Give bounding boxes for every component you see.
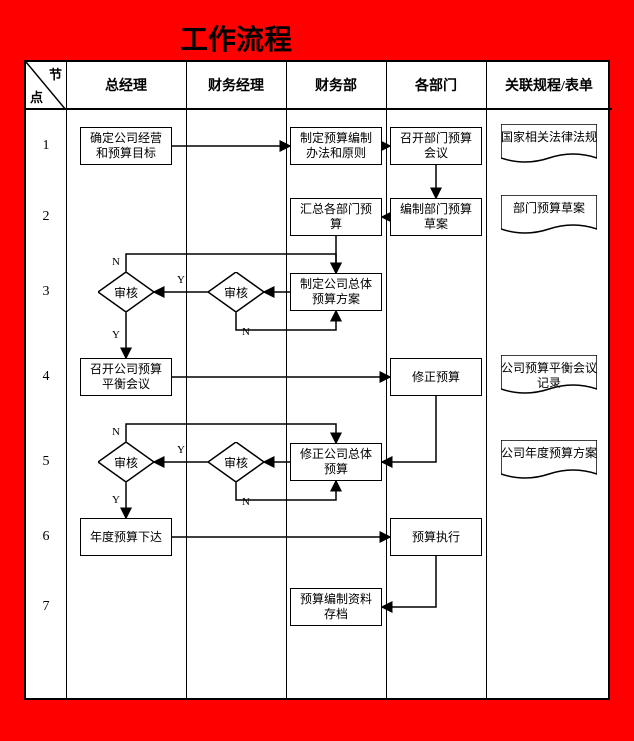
column-divider <box>486 62 487 698</box>
column-header-dept: 各部门 <box>386 62 486 110</box>
flow-decision-n3_fm: 审核 <box>208 272 264 312</box>
flow-node-n4_dept: 修正预算 <box>390 358 482 396</box>
flowchart-sheet: 节点总经理财务经理财务部各部门关联规程/表单 1 2 3 4 5 6 7 确定公司经营和预算目标… <box>24 60 610 700</box>
flow-decision-n5_fm: 审核 <box>208 442 264 482</box>
flow-doc-n1_ref: 国家相关法律法规 <box>501 124 597 168</box>
flow-node-n3_fd: 制定公司总体预算方案 <box>290 273 382 311</box>
flow-doc-n5_ref: 公司年度预算方案 <box>501 440 597 484</box>
column-divider <box>186 62 187 698</box>
flow-node-n4_gm: 召开公司预算平衡会议 <box>80 358 172 396</box>
column-header-gm: 总经理 <box>66 62 186 110</box>
column-divider <box>286 62 287 698</box>
row-number: 2 <box>26 209 66 225</box>
column-divider <box>386 62 387 698</box>
edge-label: Y <box>177 274 185 286</box>
flow-node-n1_gm: 确定公司经营和预算目标 <box>80 127 172 165</box>
page-title: 工作流程 <box>180 18 292 58</box>
column-header-ref: 关联规程/表单 <box>486 62 612 110</box>
flow-doc-n2_ref: 部门预算草案 <box>501 195 597 239</box>
column-divider <box>66 62 67 698</box>
edge-label: Y <box>177 444 185 456</box>
row-number: 1 <box>26 138 66 154</box>
flow-node-n5_fd: 修正公司总体预算 <box>290 443 382 481</box>
flow-node-n6_dept: 预算执行 <box>390 518 482 556</box>
edge-label: Y <box>112 494 120 506</box>
edge-label: Y <box>112 329 120 341</box>
page: 工作流程 节点总经理财务经理财务部各部门关联规程/表单 1 2 3 4 5 6 7 确定公司经营… <box>0 0 634 741</box>
column-header-fd: 财务部 <box>286 62 386 110</box>
row-number: 3 <box>26 284 66 300</box>
edge-label: N <box>242 496 250 508</box>
flow-node-n1_fd: 制定预算编制办法和原则 <box>290 127 382 165</box>
row-number: 7 <box>26 599 66 615</box>
flow-node-n6_gm: 年度预算下达 <box>80 518 172 556</box>
row-number: 4 <box>26 369 66 385</box>
flow-node-n1_dept: 召开部门预算会议 <box>390 127 482 165</box>
flow-decision-n3_gm: 审核 <box>98 272 154 312</box>
edge-label: N <box>242 326 250 338</box>
row-number: 6 <box>26 529 66 545</box>
row-number: 5 <box>26 454 66 470</box>
edge-label: N <box>112 256 120 268</box>
flow-node-n2_fd: 汇总各部门预算 <box>290 198 382 236</box>
column-header-node: 节点 <box>26 62 66 110</box>
flow-doc-n4_ref: 公司预算平衡会议记录 <box>501 355 597 399</box>
flow-decision-n5_gm: 审核 <box>98 442 154 482</box>
flow-node-n2_dept: 编制部门预算草案 <box>390 198 482 236</box>
edge-label: N <box>112 426 120 438</box>
column-header-fm: 财务经理 <box>186 62 286 110</box>
flow-node-n7_fd: 预算编制资料存档 <box>290 588 382 626</box>
